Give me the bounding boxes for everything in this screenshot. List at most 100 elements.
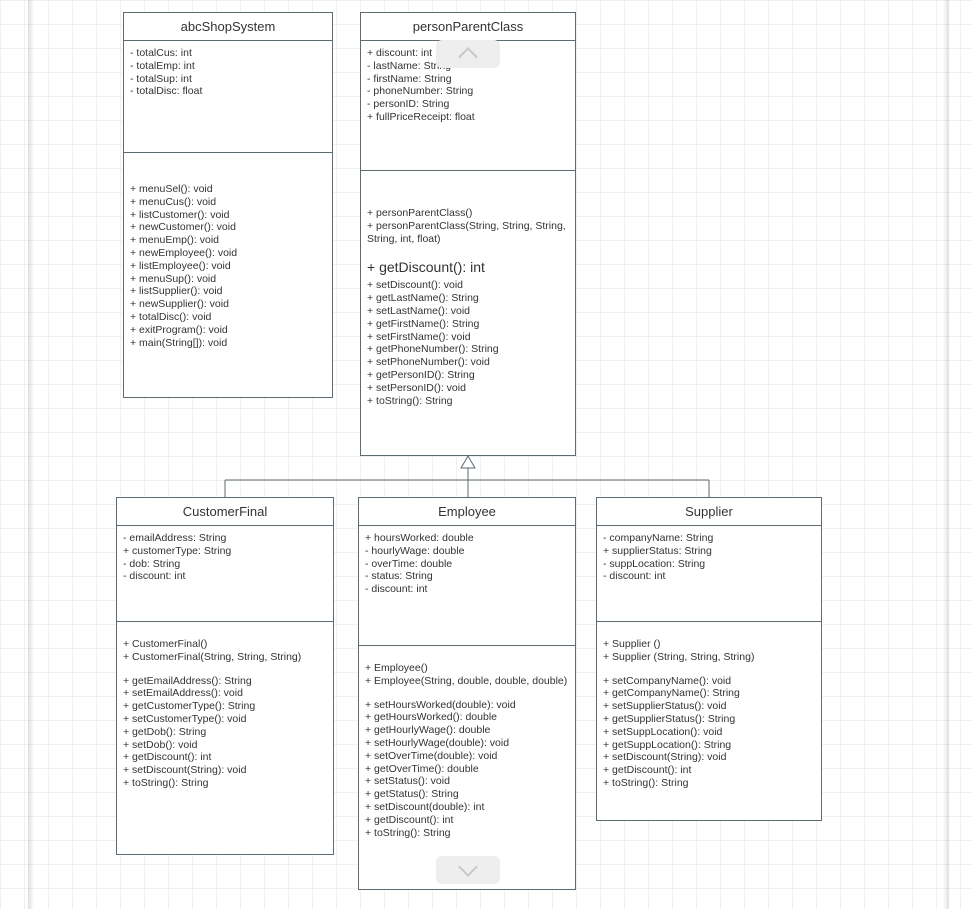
method-row: + setLastName(): void — [367, 305, 569, 318]
class-title: Employee — [359, 498, 575, 526]
method-row: + menuSup(): void — [130, 273, 326, 286]
collapse-pill-top[interactable] — [436, 40, 500, 68]
method-row: + getStatus(): String — [365, 788, 569, 801]
method-row: + listCustomer(): void — [130, 209, 326, 222]
method-row: + newEmployee(): void — [130, 247, 326, 260]
class-title: Supplier — [597, 498, 821, 526]
attributes-section: - companyName: String+ supplierStatus: S… — [597, 526, 821, 622]
attribute-row: - status: String — [365, 570, 569, 583]
method-row: + getDiscount(): int — [603, 764, 815, 777]
attributes-section: - emailAddress: String+ customerType: St… — [117, 526, 333, 622]
method-row: + toString(): String — [365, 827, 569, 840]
method-row: + toString(): String — [603, 777, 815, 790]
method-row: + personParentClass() — [367, 207, 569, 220]
method-row: + setStatus(): void — [365, 775, 569, 788]
attribute-row: - firstName: String — [367, 73, 569, 86]
canvas-right-edge — [943, 0, 949, 909]
methods-section: + CustomerFinal()+ CustomerFinal(String,… — [117, 622, 333, 854]
method-row: + CustomerFinal() — [123, 638, 327, 651]
method-row: + setDob(): void — [123, 739, 327, 752]
attribute-row: - overTime: double — [365, 558, 569, 571]
method-row: + setHourlyWage(double): void — [365, 737, 569, 750]
method-row: + personParentClass(String, String, Stri… — [367, 220, 569, 246]
class-abcShopSystem[interactable]: abcShopSystem- totalCus: int- totalEmp: … — [123, 12, 333, 398]
method-row: + Supplier () — [603, 638, 815, 651]
method-row: + getCustomerType(): String — [123, 700, 327, 713]
attribute-row: - totalDisc: float — [130, 85, 326, 98]
method-row: + getHourlyWage(): double — [365, 724, 569, 737]
chevron-up-icon — [458, 47, 478, 67]
attribute-row: - dob: String — [123, 558, 327, 571]
method-row: + getDiscount(): int — [367, 256, 569, 279]
method-row: + setDiscount(String): void — [603, 751, 815, 764]
attribute-row: - companyName: String — [603, 532, 815, 545]
attribute-row: - hourlyWage: double — [365, 545, 569, 558]
method-row: + newSupplier(): void — [130, 298, 326, 311]
methods-section: + personParentClass()+ personParentClass… — [361, 171, 575, 455]
attribute-row: - personID: String — [367, 98, 569, 111]
methods-section: + Supplier ()+ Supplier (String, String,… — [597, 622, 821, 820]
class-title: personParentClass — [361, 13, 575, 41]
method-row: + newCustomer(): void — [130, 221, 326, 234]
methods-section: + menuSel(): void+ menuCus(): void+ list… — [124, 153, 332, 397]
attribute-row: + customerType: String — [123, 545, 327, 558]
method-row: + getDiscount(): int — [365, 814, 569, 827]
attributes-section: + hoursWorked: double- hourlyWage: doubl… — [359, 526, 575, 646]
attributes-section: - totalCus: int- totalEmp: int- totalSup… — [124, 41, 332, 153]
attribute-row: - discount: int — [123, 570, 327, 583]
method-row: + Employee() — [365, 662, 569, 675]
method-row: + setDiscount(double): int — [365, 801, 569, 814]
method-row: + getSuppLocation(): String — [603, 739, 815, 752]
class-Supplier[interactable]: Supplier- companyName: String+ supplierS… — [596, 497, 822, 821]
attribute-row: - phoneNumber: String — [367, 85, 569, 98]
attribute-row: - emailAddress: String — [123, 532, 327, 545]
method-row: + Supplier (String, String, String) — [603, 651, 815, 664]
class-personParentClass[interactable]: personParentClass+ discount: int- lastNa… — [360, 12, 576, 456]
attribute-row: - suppLocation: String — [603, 558, 815, 571]
attribute-row: - discount: int — [603, 570, 815, 583]
method-row: + main(String[]): void — [130, 337, 326, 350]
canvas-left-edge — [28, 0, 34, 909]
methods-section: + Employee()+ Employee(String, double, d… — [359, 646, 575, 889]
method-row: + getPersonID(): String — [367, 369, 569, 382]
method-row: + menuEmp(): void — [130, 234, 326, 247]
class-CustomerFinal[interactable]: CustomerFinal- emailAddress: String+ cus… — [116, 497, 334, 855]
method-row: + Employee(String, double, double, doubl… — [365, 675, 569, 688]
method-row: + toString(): String — [123, 777, 327, 790]
class-title: abcShopSystem — [124, 13, 332, 41]
method-row: + setDiscount(): void — [367, 279, 569, 292]
method-row: + getHoursWorked(): double — [365, 711, 569, 724]
attribute-row: - discount: int — [365, 583, 569, 596]
method-row: + getCompanyName(): String — [603, 687, 815, 700]
method-row: + setEmailAddress(): void — [123, 687, 327, 700]
method-row: + getOverTime(): double — [365, 763, 569, 776]
method-row: + getPhoneNumber(): String — [367, 343, 569, 356]
attribute-row: + hoursWorked: double — [365, 532, 569, 545]
method-row: + exitProgram(): void — [130, 324, 326, 337]
attribute-row: - totalEmp: int — [130, 60, 326, 73]
class-title: CustomerFinal — [117, 498, 333, 526]
class-Employee[interactable]: Employee+ hoursWorked: double- hourlyWag… — [358, 497, 576, 890]
method-row: + getLastName(): String — [367, 292, 569, 305]
method-row: + menuSel(): void — [130, 183, 326, 196]
attribute-row: + fullPriceReceipt: float — [367, 111, 569, 124]
method-row: + menuCus(): void — [130, 196, 326, 209]
method-row: + listSupplier(): void — [130, 285, 326, 298]
method-row: + setFirstName(): void — [367, 331, 569, 344]
attribute-row: - totalCus: int — [130, 47, 326, 60]
method-row: + getEmailAddress(): String — [123, 675, 327, 688]
method-row: + totalDisc(): void — [130, 311, 326, 324]
attribute-row: + supplierStatus: String — [603, 545, 815, 558]
chevron-down-icon — [458, 857, 478, 877]
method-row: + getDob(): String — [123, 726, 327, 739]
collapse-pill-bottom[interactable] — [436, 856, 500, 884]
method-row: + setPhoneNumber(): void — [367, 356, 569, 369]
method-row: + setOverTime(double): void — [365, 750, 569, 763]
method-row: + setSuppLocation(): void — [603, 726, 815, 739]
method-row: + CustomerFinal(String, String, String) — [123, 651, 327, 664]
method-row: + getDiscount(): int — [123, 751, 327, 764]
method-row: + getSupplierStatus(): String — [603, 713, 815, 726]
method-row: + getFirstName(): String — [367, 318, 569, 331]
method-row: + setHoursWorked(double): void — [365, 699, 569, 712]
method-row: + setSupplierStatus(): void — [603, 700, 815, 713]
